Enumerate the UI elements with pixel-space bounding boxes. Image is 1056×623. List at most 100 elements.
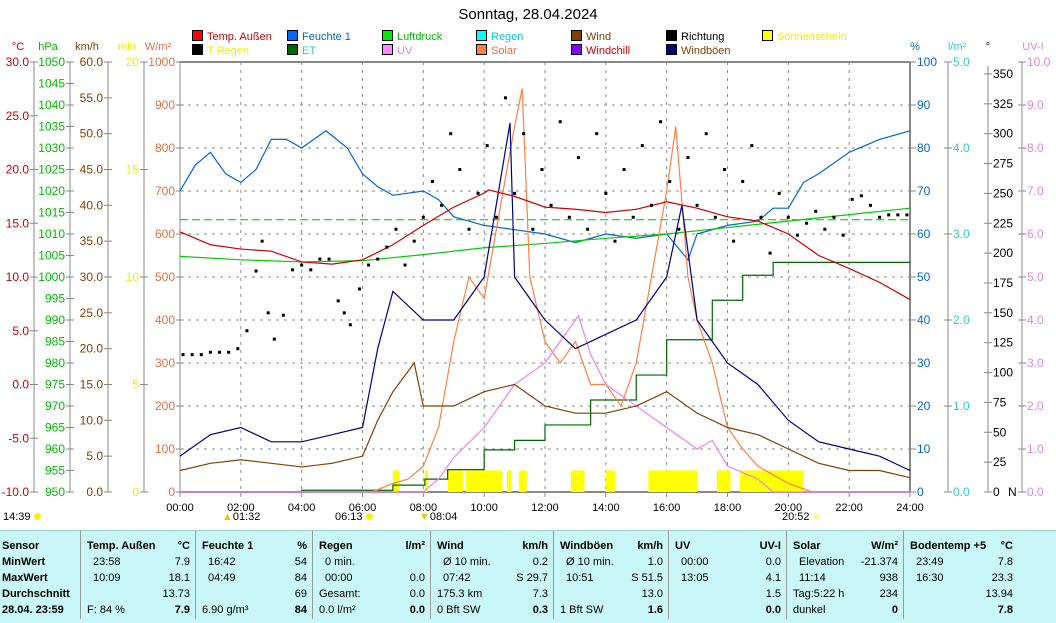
table-row: Ø 10 min. 1.0	[560, 554, 663, 570]
axis-tick-label-pct: 90	[917, 98, 931, 112]
table-row: 07:42 S 29.7	[437, 570, 548, 586]
axis-tick-label-uv: 2.0	[1027, 399, 1044, 413]
cell-label: Ø 10 min.	[443, 556, 491, 568]
axis-tick-label-hPa: 1030	[38, 141, 65, 155]
axis-tick-label-pct: 60	[917, 227, 931, 241]
sunset-time: 20:52	[782, 511, 810, 523]
axis-tick-label-lm2: 1.0	[953, 399, 970, 413]
direction-point	[850, 197, 854, 201]
axis-tick-label-hPa: 955	[45, 464, 65, 478]
axis-tick-label-lm2: 3.0	[953, 227, 970, 241]
column-unit: W/m²	[871, 540, 898, 552]
direction-point	[440, 203, 444, 207]
column-unit: °C	[177, 540, 190, 552]
column-title: Temp. Außen	[87, 540, 156, 552]
direction-point	[640, 144, 644, 148]
column-header: Feuchte 1%	[202, 538, 307, 554]
table-row: 10:09 18.1	[87, 570, 190, 586]
cell-value: 18.1	[168, 572, 190, 584]
cell-label: F: 84 %	[87, 604, 125, 616]
axis-tick-label-hPa: 1000	[38, 270, 65, 284]
column-feuchte-1: Feuchte 1% 16:42 54 04:49 84 69 6.90 g/m³ 84	[195, 531, 313, 619]
axis-tick-label-pct: 20	[917, 399, 931, 413]
legend-item: ET	[287, 44, 316, 57]
axis-unit-hPa: hPa	[38, 41, 58, 53]
direction-point	[704, 132, 708, 136]
moonset: ▼08:04	[419, 511, 457, 523]
direction-point	[376, 257, 380, 261]
cell-label: 11:14	[799, 572, 826, 584]
table-row: Ø 10 min. 0.2	[437, 554, 548, 570]
axis-tick-label-uv: 4.0	[1027, 313, 1044, 327]
axis-tick-label-W: 600	[155, 227, 175, 241]
sunrise: 06:13	[335, 511, 373, 523]
table-row: 0 Bft SW 0.3	[437, 602, 548, 618]
axis-tick-label-uv: 7.0	[1027, 184, 1044, 198]
cell-value: 13.73	[162, 588, 190, 600]
direction-point	[558, 120, 562, 124]
table-row: 11:14 938	[793, 570, 898, 586]
direction-point	[485, 144, 489, 148]
table-row: 13.94	[910, 586, 1013, 602]
axis-tick-label-lm2: 2.0	[953, 313, 970, 327]
direction-point	[905, 213, 909, 217]
legend-item: Regen	[476, 30, 523, 43]
series-solar-line	[180, 88, 910, 493]
legend-item: Feuchte 1	[287, 30, 351, 43]
direction-point	[181, 353, 185, 357]
axis-tick-label-uv: 10.0	[1027, 55, 1051, 69]
cell-value: 1.0	[647, 556, 663, 568]
direction-point	[805, 221, 809, 225]
axis-tick-label-deg: 100	[993, 366, 1013, 380]
axis-tick-label-hPa: 1035	[38, 120, 65, 134]
cell-label: Gesamt:	[319, 588, 361, 600]
column-title: Solar	[793, 540, 821, 552]
table-row: F: 84 % 7.9	[87, 602, 190, 618]
series-feuchte-1-line	[179, 130, 911, 261]
column-header: Regen l/m²	[319, 538, 425, 554]
cell-value: 0.3	[532, 604, 548, 616]
direction-point	[613, 239, 617, 243]
legend-swatch	[382, 44, 393, 55]
legend-item: T Regen	[192, 44, 249, 57]
legend-label: Luftdruck	[397, 31, 443, 43]
axis-tick-label-kmh: 45.0	[80, 163, 104, 177]
column-header: Windböen km/h	[560, 538, 663, 554]
cell-value: S 51.5	[631, 572, 663, 584]
direction-point	[878, 215, 882, 219]
cell-value: 23.3	[991, 572, 1013, 584]
axis-tick-label-kmh: 0.0	[86, 485, 103, 499]
direction-point	[522, 132, 526, 136]
cell-value: 7.8	[997, 556, 1013, 568]
sun-icon	[812, 513, 820, 520]
direction-point	[430, 179, 434, 183]
direction-point	[199, 353, 203, 357]
direction-point	[467, 227, 471, 231]
sunshine-bar	[648, 470, 698, 492]
column-solar: Solar W/m² Elevation -21.374 11:14 938 Tag:5:2…	[786, 531, 904, 619]
direction-point	[327, 257, 331, 261]
sunshine-bar	[519, 470, 527, 492]
weather-chart: 00:00 02:00 04:00 06:00 08:00 10:00 12:00 14:00…	[2, 41, 1051, 514]
axis-unit-pct: %	[910, 41, 920, 53]
column-title: Windböen	[560, 540, 614, 552]
axis-tick-label-lm2: 5.0	[953, 55, 970, 69]
direction-point	[503, 96, 507, 100]
axis-tick-label-lm2: 0.0	[953, 485, 970, 499]
x-tick-label: 16:00	[653, 502, 681, 514]
axis-tick-label-C: 30.0	[6, 55, 30, 69]
table-row: 10:51 S 51.5	[560, 570, 663, 586]
direction-point	[367, 263, 371, 267]
column-header: UV UV-I	[675, 538, 781, 554]
axis-tick-label-uv: 5.0	[1027, 270, 1044, 284]
direction-point	[668, 179, 672, 183]
direction-point	[385, 245, 389, 249]
cell-label: 04:49	[208, 572, 236, 584]
moonrise-time: 01:32	[232, 511, 261, 523]
table-row: 16:30 23.3	[910, 570, 1013, 586]
column-header: Solar W/m²	[793, 538, 898, 554]
axis-tick-label-min: 10	[126, 270, 140, 284]
axis-tick-label-kmh: 25.0	[80, 306, 104, 320]
direction-point	[750, 144, 754, 148]
table-row: 0 min.	[319, 554, 425, 570]
